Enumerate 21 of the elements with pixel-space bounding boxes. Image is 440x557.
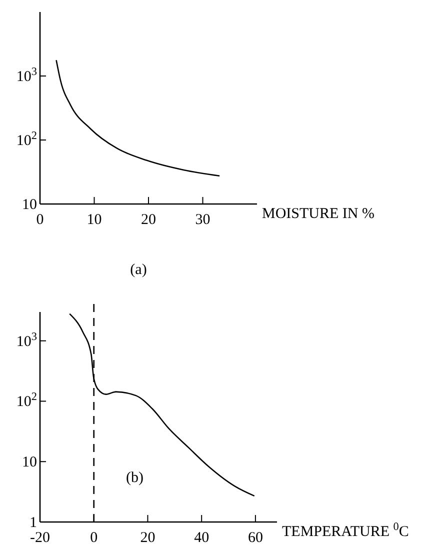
annotation: (b) xyxy=(126,470,144,486)
text: (a) xyxy=(130,262,147,278)
x-axis-title: MOISTURE IN % xyxy=(262,206,374,222)
y-tick-label: 10 xyxy=(22,197,37,213)
x-tick-label: 20 xyxy=(141,212,156,228)
y-tick-label: 1 xyxy=(30,515,37,531)
x-tick-label: 10 xyxy=(86,212,102,228)
y-tick-label: 10$^{3}$ xyxy=(16,66,38,85)
x-tick-label: 20 xyxy=(140,530,156,546)
y-tick-label: 10$^{2}$ xyxy=(16,391,37,410)
x-tick-label: 40 xyxy=(194,530,210,546)
x-tick-label: -20 xyxy=(30,530,50,546)
x-tick-label: 0 xyxy=(90,530,98,546)
x-tick-label: 60 xyxy=(248,530,263,546)
x-axis-title: TEMPERATURE $^{0}$C xyxy=(282,521,409,540)
line-series xyxy=(56,59,220,177)
x-tick-label: 30 xyxy=(195,212,210,228)
y-tick-label: 10$^{2}$ xyxy=(16,130,37,149)
x-tick-label: 0 xyxy=(36,212,44,228)
y-tick-label: 10 xyxy=(22,454,37,471)
y-tick-label: 10$^{3}$ xyxy=(16,330,38,350)
